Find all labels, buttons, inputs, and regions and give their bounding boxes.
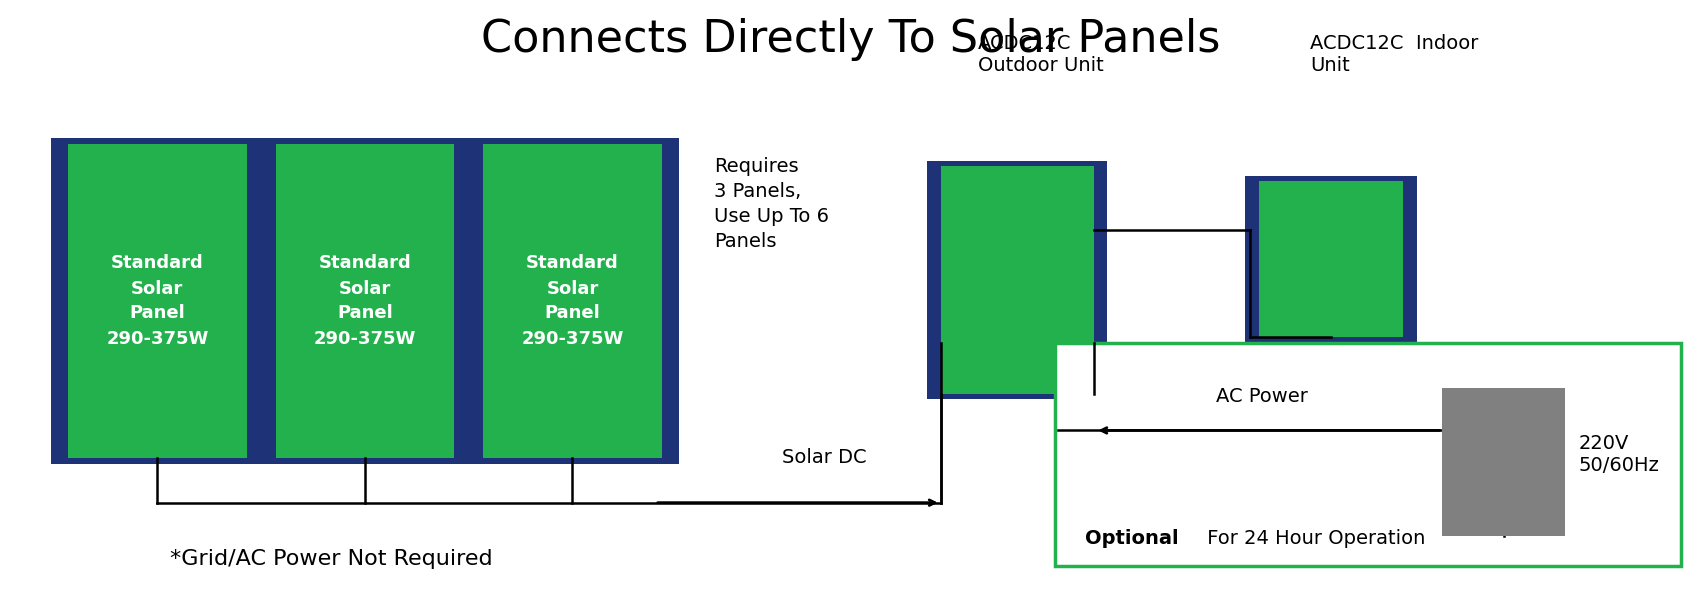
Text: *Grid/AC Power Not Required: *Grid/AC Power Not Required	[170, 549, 493, 569]
Bar	[1245, 176, 1417, 342]
Text: 220V
50/60Hz: 220V 50/60Hz	[1579, 434, 1660, 475]
Bar	[51, 138, 264, 464]
Text: ACDC12C
Outdoor Unit: ACDC12C Outdoor Unit	[978, 34, 1104, 75]
Text: Requires
3 Panels,
Use Up To 6
Panels: Requires 3 Panels, Use Up To 6 Panels	[714, 157, 830, 250]
Text: AC Power: AC Power	[1216, 387, 1308, 406]
Text: Standard
Solar
Panel
290-375W: Standard Solar Panel 290-375W	[313, 255, 417, 347]
Text: Standard
Solar
Panel
290-375W: Standard Solar Panel 290-375W	[521, 255, 624, 347]
Text: Connects Directly To Solar Panels: Connects Directly To Solar Panels	[481, 18, 1220, 61]
Text: Optional: Optional	[1085, 529, 1179, 548]
Text: For 24 Hour Operation: For 24 Hour Operation	[1201, 529, 1425, 548]
Bar	[1259, 181, 1403, 337]
Bar	[68, 144, 247, 458]
Bar	[1055, 343, 1681, 566]
Bar	[1442, 388, 1565, 536]
Bar	[466, 138, 679, 464]
Bar	[927, 161, 1107, 399]
Bar	[276, 144, 454, 458]
Bar	[941, 166, 1094, 394]
Text: Solar DC: Solar DC	[782, 447, 868, 467]
Bar	[483, 144, 662, 458]
Text: Standard
Solar
Panel
290-375W: Standard Solar Panel 290-375W	[105, 255, 209, 347]
Bar	[259, 138, 471, 464]
Text: ACDC12C  Indoor
Unit: ACDC12C Indoor Unit	[1310, 34, 1478, 75]
